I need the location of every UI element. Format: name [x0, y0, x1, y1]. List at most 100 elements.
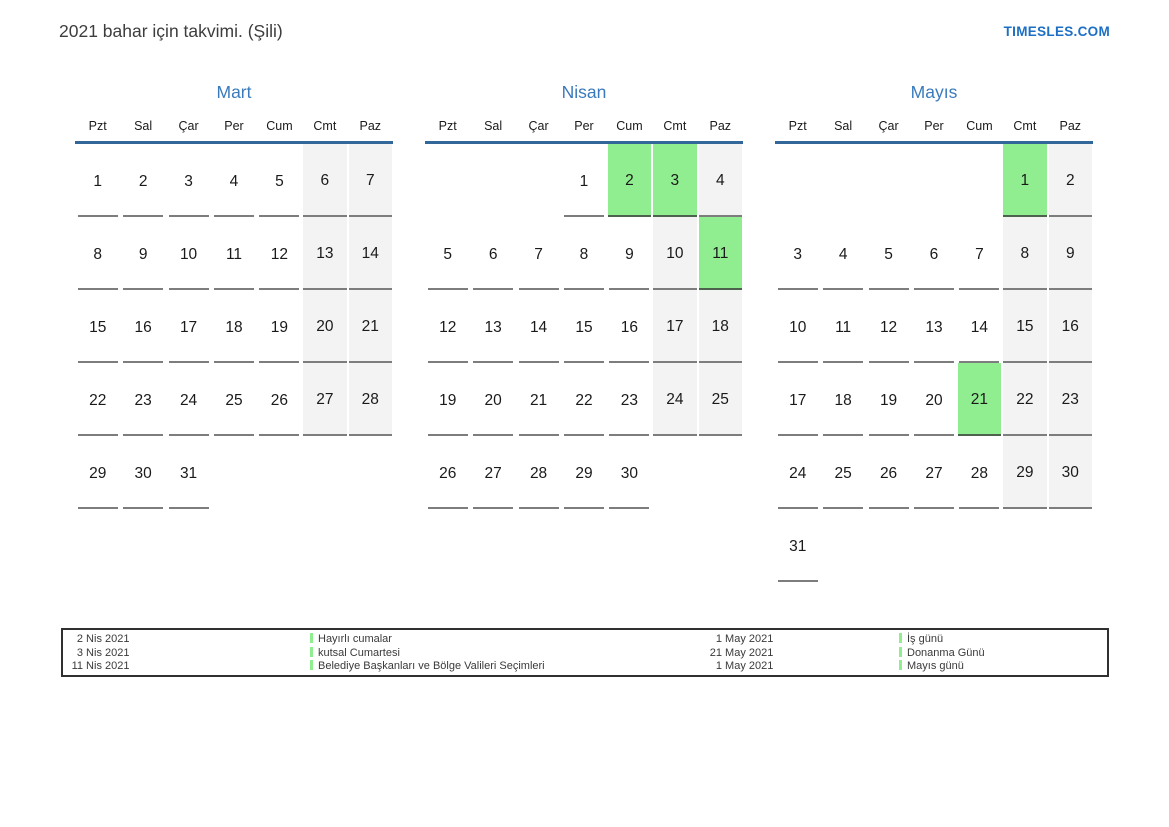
week-row: 12 13 14 15 16 17 18 — [425, 290, 743, 363]
day-number: 21 — [361, 317, 379, 335]
week-row: 8 9 10 11 12 13 14 — [75, 217, 393, 290]
day-cell: 17 — [653, 290, 697, 363]
legend-date-rest: May 2021 — [722, 633, 774, 645]
day-cell: 9 — [1048, 217, 1092, 290]
day-number: 27 — [925, 464, 943, 482]
legend-labels-column-left: Hayırlı cumalar kutsal Cumartesi Belediye … — [310, 633, 545, 674]
day-cell: 25 — [212, 363, 255, 436]
day-cell: 12 — [258, 217, 301, 290]
weekday-label: Cmt — [663, 119, 687, 133]
day-number: 14 — [361, 244, 379, 262]
day-number: 3 — [793, 245, 803, 263]
day-number: 30 — [620, 464, 639, 482]
day-cell: 21 — [348, 290, 392, 363]
day-cell-empty — [471, 144, 514, 217]
day-number: 9 — [138, 245, 148, 263]
holiday-label: Mayıs günü — [907, 660, 964, 672]
day-number: 4 — [229, 172, 239, 190]
day-cell-empty — [212, 436, 255, 509]
day-cell-empty — [699, 436, 742, 509]
day-number: 18 — [711, 317, 729, 335]
day-cell: 12 — [426, 290, 469, 363]
day-cell: 29 — [562, 436, 605, 509]
day-number: 20 — [925, 391, 943, 409]
day-cell: 17 — [776, 363, 819, 436]
day-cell: 6 — [303, 144, 347, 217]
legend-date-rest: May 2021 — [722, 646, 774, 659]
day-cell: 16 — [121, 290, 164, 363]
legend-date-number: 1 — [715, 660, 722, 672]
timesles-link[interactable]: TIMESLES.COM — [1003, 24, 1110, 39]
week-row: 1 2 3 4 — [425, 144, 743, 217]
week-row: 22 23 24 25 26 27 28 — [75, 363, 393, 436]
day-number: 28 — [529, 464, 548, 482]
day-number: 12 — [879, 318, 898, 336]
legend-item: Belediye Başkanları ve Bölge Valileri Se… — [310, 660, 545, 674]
day-cell: 11 — [212, 217, 255, 290]
day-number: 18 — [834, 391, 852, 409]
day-cell: 13 — [303, 217, 347, 290]
day-cell: 8 — [1003, 217, 1047, 290]
day-cell-empty — [958, 144, 1001, 217]
day-number: 6 — [488, 245, 498, 263]
week-row: 10 11 12 13 14 15 16 — [775, 290, 1093, 363]
legend-date-rest: Nis 2021 — [83, 646, 130, 659]
page-title: 2021 bahar için takvimi. (Şili) — [59, 21, 283, 41]
day-cell: 2 — [607, 144, 652, 217]
month-calendar-1: Nisan Pzt Sal Çar Per Cum Cmt Paz 1 2 3 4 5 6 7 8 9 10 11 1… — [425, 80, 743, 509]
legend-item: Mayıs günü — [899, 660, 985, 674]
day-number: 2 — [138, 172, 148, 190]
weekday-label: Cum — [616, 119, 643, 133]
day-number: 27 — [316, 390, 334, 408]
day-cell: 14 — [958, 290, 1001, 363]
day-cell: 23 — [608, 363, 651, 436]
day-number: 25 — [225, 391, 243, 409]
day-cell-empty — [776, 144, 819, 217]
day-cell-empty — [426, 144, 469, 217]
day-cell: 27 — [912, 436, 955, 509]
legend-date-rest: Nis 2021 — [83, 633, 130, 645]
weekday-label: Sal — [834, 119, 853, 133]
weekday-row: Pzt Sal Çar Per Cum Cmt Paz — [775, 104, 1093, 144]
weekday-label: Per — [224, 119, 244, 133]
day-cell: 22 — [562, 363, 605, 436]
day-number: 4 — [715, 171, 725, 189]
day-cell: 18 — [212, 290, 255, 363]
legend-date: 2 Nis 2021 — [69, 633, 130, 647]
day-number: 2 — [1065, 171, 1075, 189]
day-cell-empty — [958, 509, 1001, 582]
day-cell: 3 — [653, 144, 697, 217]
day-cell: 2 — [1048, 144, 1092, 217]
holiday-label: Hayırlı cumalar — [318, 633, 392, 645]
holiday-marker-icon — [899, 660, 902, 670]
day-cell: 5 — [867, 217, 910, 290]
day-cell: 24 — [776, 436, 819, 509]
day-cell: 31 — [167, 436, 210, 509]
day-cell: 22 — [1003, 363, 1047, 436]
day-number: 24 — [179, 391, 198, 409]
day-cell: 8 — [76, 217, 119, 290]
day-cell: 5 — [426, 217, 469, 290]
day-cell-empty — [349, 436, 392, 509]
weekday-label: Çar — [178, 119, 199, 133]
legend-date-number: 11 — [71, 660, 83, 672]
day-number: 16 — [134, 318, 152, 336]
day-number: 1 — [93, 172, 103, 190]
holiday-marker-icon — [310, 660, 313, 670]
weekday-label: Per — [574, 119, 594, 133]
day-cell: 20 — [912, 363, 955, 436]
day-cell: 3 — [776, 217, 819, 290]
weekday-label: Paz — [1059, 119, 1082, 133]
day-cell: 4 — [212, 144, 255, 217]
legend-date: 1 May 2021 — [708, 633, 774, 647]
day-cell-empty — [821, 509, 864, 582]
day-number: 23 — [1061, 390, 1079, 408]
weekday-label: Pzt — [88, 119, 107, 133]
day-number: 5 — [443, 245, 453, 263]
day-number: 13 — [484, 318, 502, 336]
legend-date: 11 Nis 2021 — [69, 660, 130, 674]
day-number: 18 — [225, 318, 243, 336]
day-cell: 7 — [517, 217, 560, 290]
day-number: 8 — [1020, 244, 1030, 262]
